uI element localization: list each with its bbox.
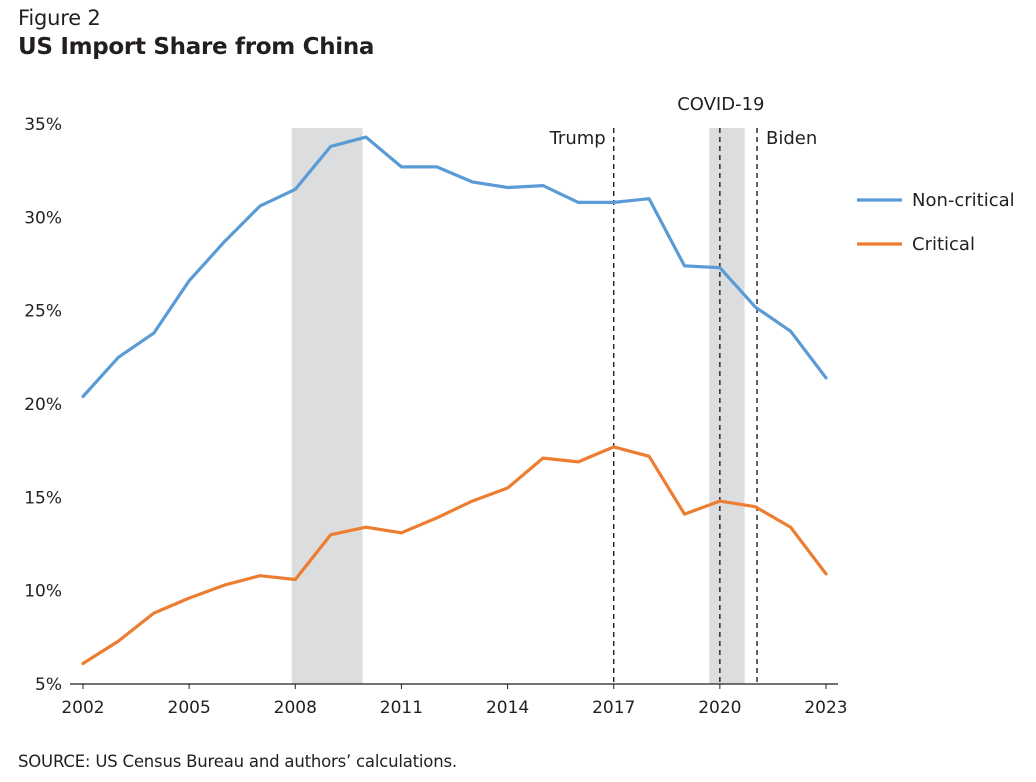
y-tick-label: 35% [24, 115, 62, 135]
x-tick-label: 2023 [804, 698, 847, 718]
x-tick-label: 2011 [380, 698, 423, 718]
chart-title: US Import Share from China [18, 34, 375, 60]
event-label-2: COVID-19 [677, 94, 764, 115]
legend-label: Non-critical [912, 190, 1015, 211]
event-label-1: Trump [549, 128, 606, 149]
series-line-non-critical [81, 135, 828, 399]
y-tick-label: 25% [24, 302, 62, 322]
y-tick-label: 10% [24, 582, 62, 602]
x-tick-label: 2002 [61, 698, 104, 718]
axes: 5% 10% 15% 20% 25% 30% 35% 2002 2005 2008 2011 2014… [24, 115, 847, 718]
series-line-critical [81, 445, 828, 666]
y-tick-label: 5% [35, 675, 62, 695]
series-lines [81, 135, 828, 666]
legend: Non-critical Critical [857, 190, 1015, 255]
figure-label: Figure 2 [18, 6, 101, 30]
y-tick-label: 15% [24, 488, 62, 508]
x-tick-label: 2017 [592, 698, 635, 718]
y-tick-label: 30% [24, 208, 62, 228]
x-tick-label: 2020 [698, 698, 741, 718]
x-tick-label: 2005 [168, 698, 211, 718]
event-label-3: Biden [766, 128, 817, 149]
x-tick-label: 2014 [486, 698, 529, 718]
y-tick-label: 20% [24, 395, 62, 415]
x-tick-label: 2008 [274, 698, 317, 718]
source-note: SOURCE: US Census Bureau and authors’ ca… [18, 752, 457, 771]
recession-band-2 [709, 128, 745, 684]
legend-label: Critical [912, 234, 975, 255]
recession-bands [291, 128, 745, 684]
recession-band-1 [291, 128, 363, 684]
